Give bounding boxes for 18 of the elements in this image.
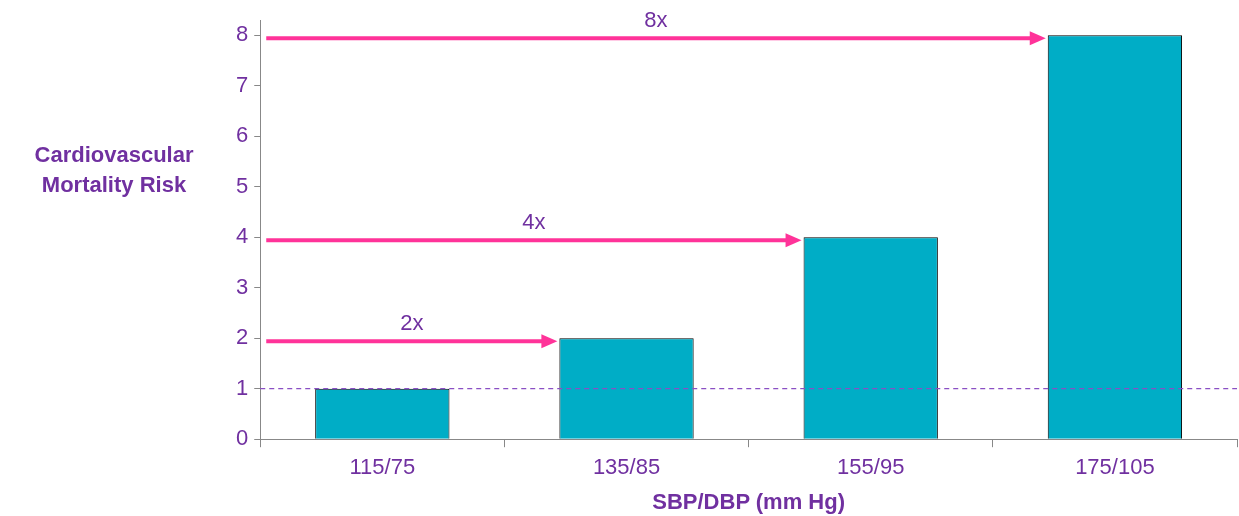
- y-tick-label: 2: [235, 324, 249, 350]
- y-tick-label: 6: [235, 122, 249, 148]
- y-tick-label: 4: [235, 223, 249, 249]
- y-tick-label: 5: [235, 172, 249, 198]
- annotation: 2x: [400, 310, 424, 336]
- x-tick-label: 135/85: [592, 454, 661, 480]
- annotation: 8x: [644, 7, 668, 33]
- x-tick-label: 115/75: [349, 454, 416, 480]
- y-tick-label: 1: [235, 374, 249, 400]
- y-tick-label: 3: [235, 273, 249, 299]
- y-tick-label: 8: [235, 21, 249, 47]
- y-tick-label: 7: [235, 71, 249, 97]
- x-tick-label: 175/105: [1075, 454, 1155, 480]
- annotation: 4x: [522, 209, 546, 235]
- x-tick-label: 155/95: [837, 454, 905, 480]
- y-axis-title: Cardiovascular Mortality Risk: [33, 141, 195, 199]
- y-tick-label: 0: [235, 425, 249, 451]
- x-axis-title: SBP/DBP (mm Hg): [652, 488, 845, 514]
